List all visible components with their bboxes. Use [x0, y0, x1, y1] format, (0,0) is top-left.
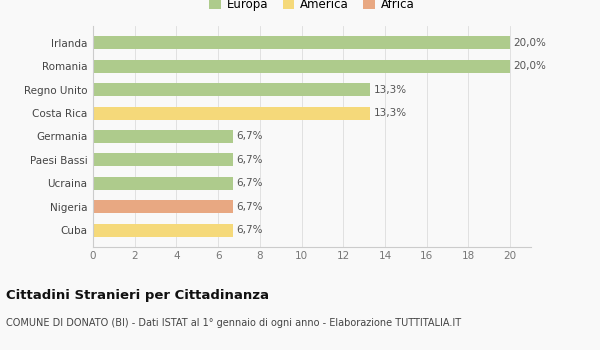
- Bar: [93, 130, 233, 143]
- Text: 20,0%: 20,0%: [513, 38, 546, 48]
- Bar: [93, 177, 233, 190]
- Bar: [93, 224, 233, 237]
- Bar: [93, 36, 510, 49]
- Text: Cittadini Stranieri per Cittadinanza: Cittadini Stranieri per Cittadinanza: [6, 289, 269, 302]
- Text: 6,7%: 6,7%: [236, 178, 262, 188]
- Text: 6,7%: 6,7%: [236, 202, 262, 212]
- Legend: Europa, America, Africa: Europa, America, Africa: [205, 0, 419, 16]
- Text: 13,3%: 13,3%: [374, 85, 407, 95]
- Text: COMUNE DI DONATO (BI) - Dati ISTAT al 1° gennaio di ogni anno - Elaborazione TUT: COMUNE DI DONATO (BI) - Dati ISTAT al 1°…: [6, 318, 461, 329]
- Text: 6,7%: 6,7%: [236, 225, 262, 235]
- Bar: [93, 83, 370, 96]
- Text: 13,3%: 13,3%: [374, 108, 407, 118]
- Bar: [93, 201, 233, 213]
- Bar: [93, 107, 370, 119]
- Bar: [93, 60, 510, 72]
- Text: 20,0%: 20,0%: [513, 61, 546, 71]
- Bar: [93, 154, 233, 166]
- Text: 6,7%: 6,7%: [236, 155, 262, 165]
- Text: 6,7%: 6,7%: [236, 132, 262, 141]
